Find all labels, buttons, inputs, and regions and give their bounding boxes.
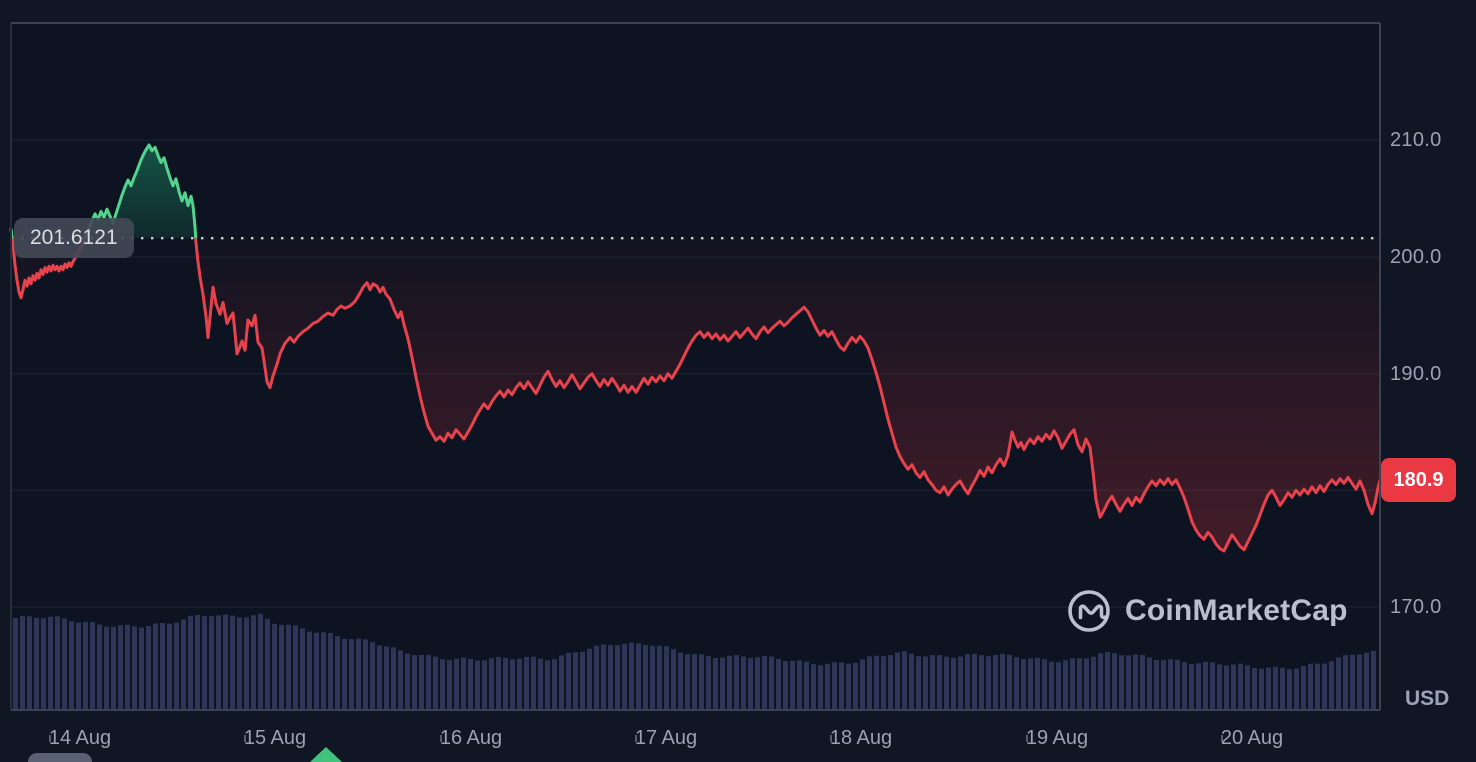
coinmarketcap-logo-icon [1066,588,1112,634]
y-axis-tick-label: 190.0 [1390,363,1442,385]
x-axis-tick-label: 18 Aug [829,727,893,749]
baseline-price-label: 201.6121 [14,218,134,258]
x-axis-tick-label: 20 Aug [1220,727,1284,749]
x-axis-tick-label: 17 Aug [634,727,698,749]
x-axis-tick-label: 16 Aug [439,727,503,749]
y-axis-tick-label: 210.0 [1390,129,1442,151]
y-axis-tick-label: 200.0 [1390,246,1442,268]
y-axis-tick-label: 170.0 [1390,596,1442,618]
coinmarketcap-wordmark: CoinMarketCap [1125,594,1348,627]
x-axis-tick-label: 19 Aug [1025,727,1089,749]
y-axis-unit-label: USD [1405,687,1450,710]
x-axis-tick-label: 15 Aug [243,727,307,749]
last-price-badge: 180.9 [1381,458,1456,502]
coinmarketcap-watermark: CoinMarketCap [1066,588,1348,634]
x-axis-tick-label: 14 Aug [48,727,112,749]
